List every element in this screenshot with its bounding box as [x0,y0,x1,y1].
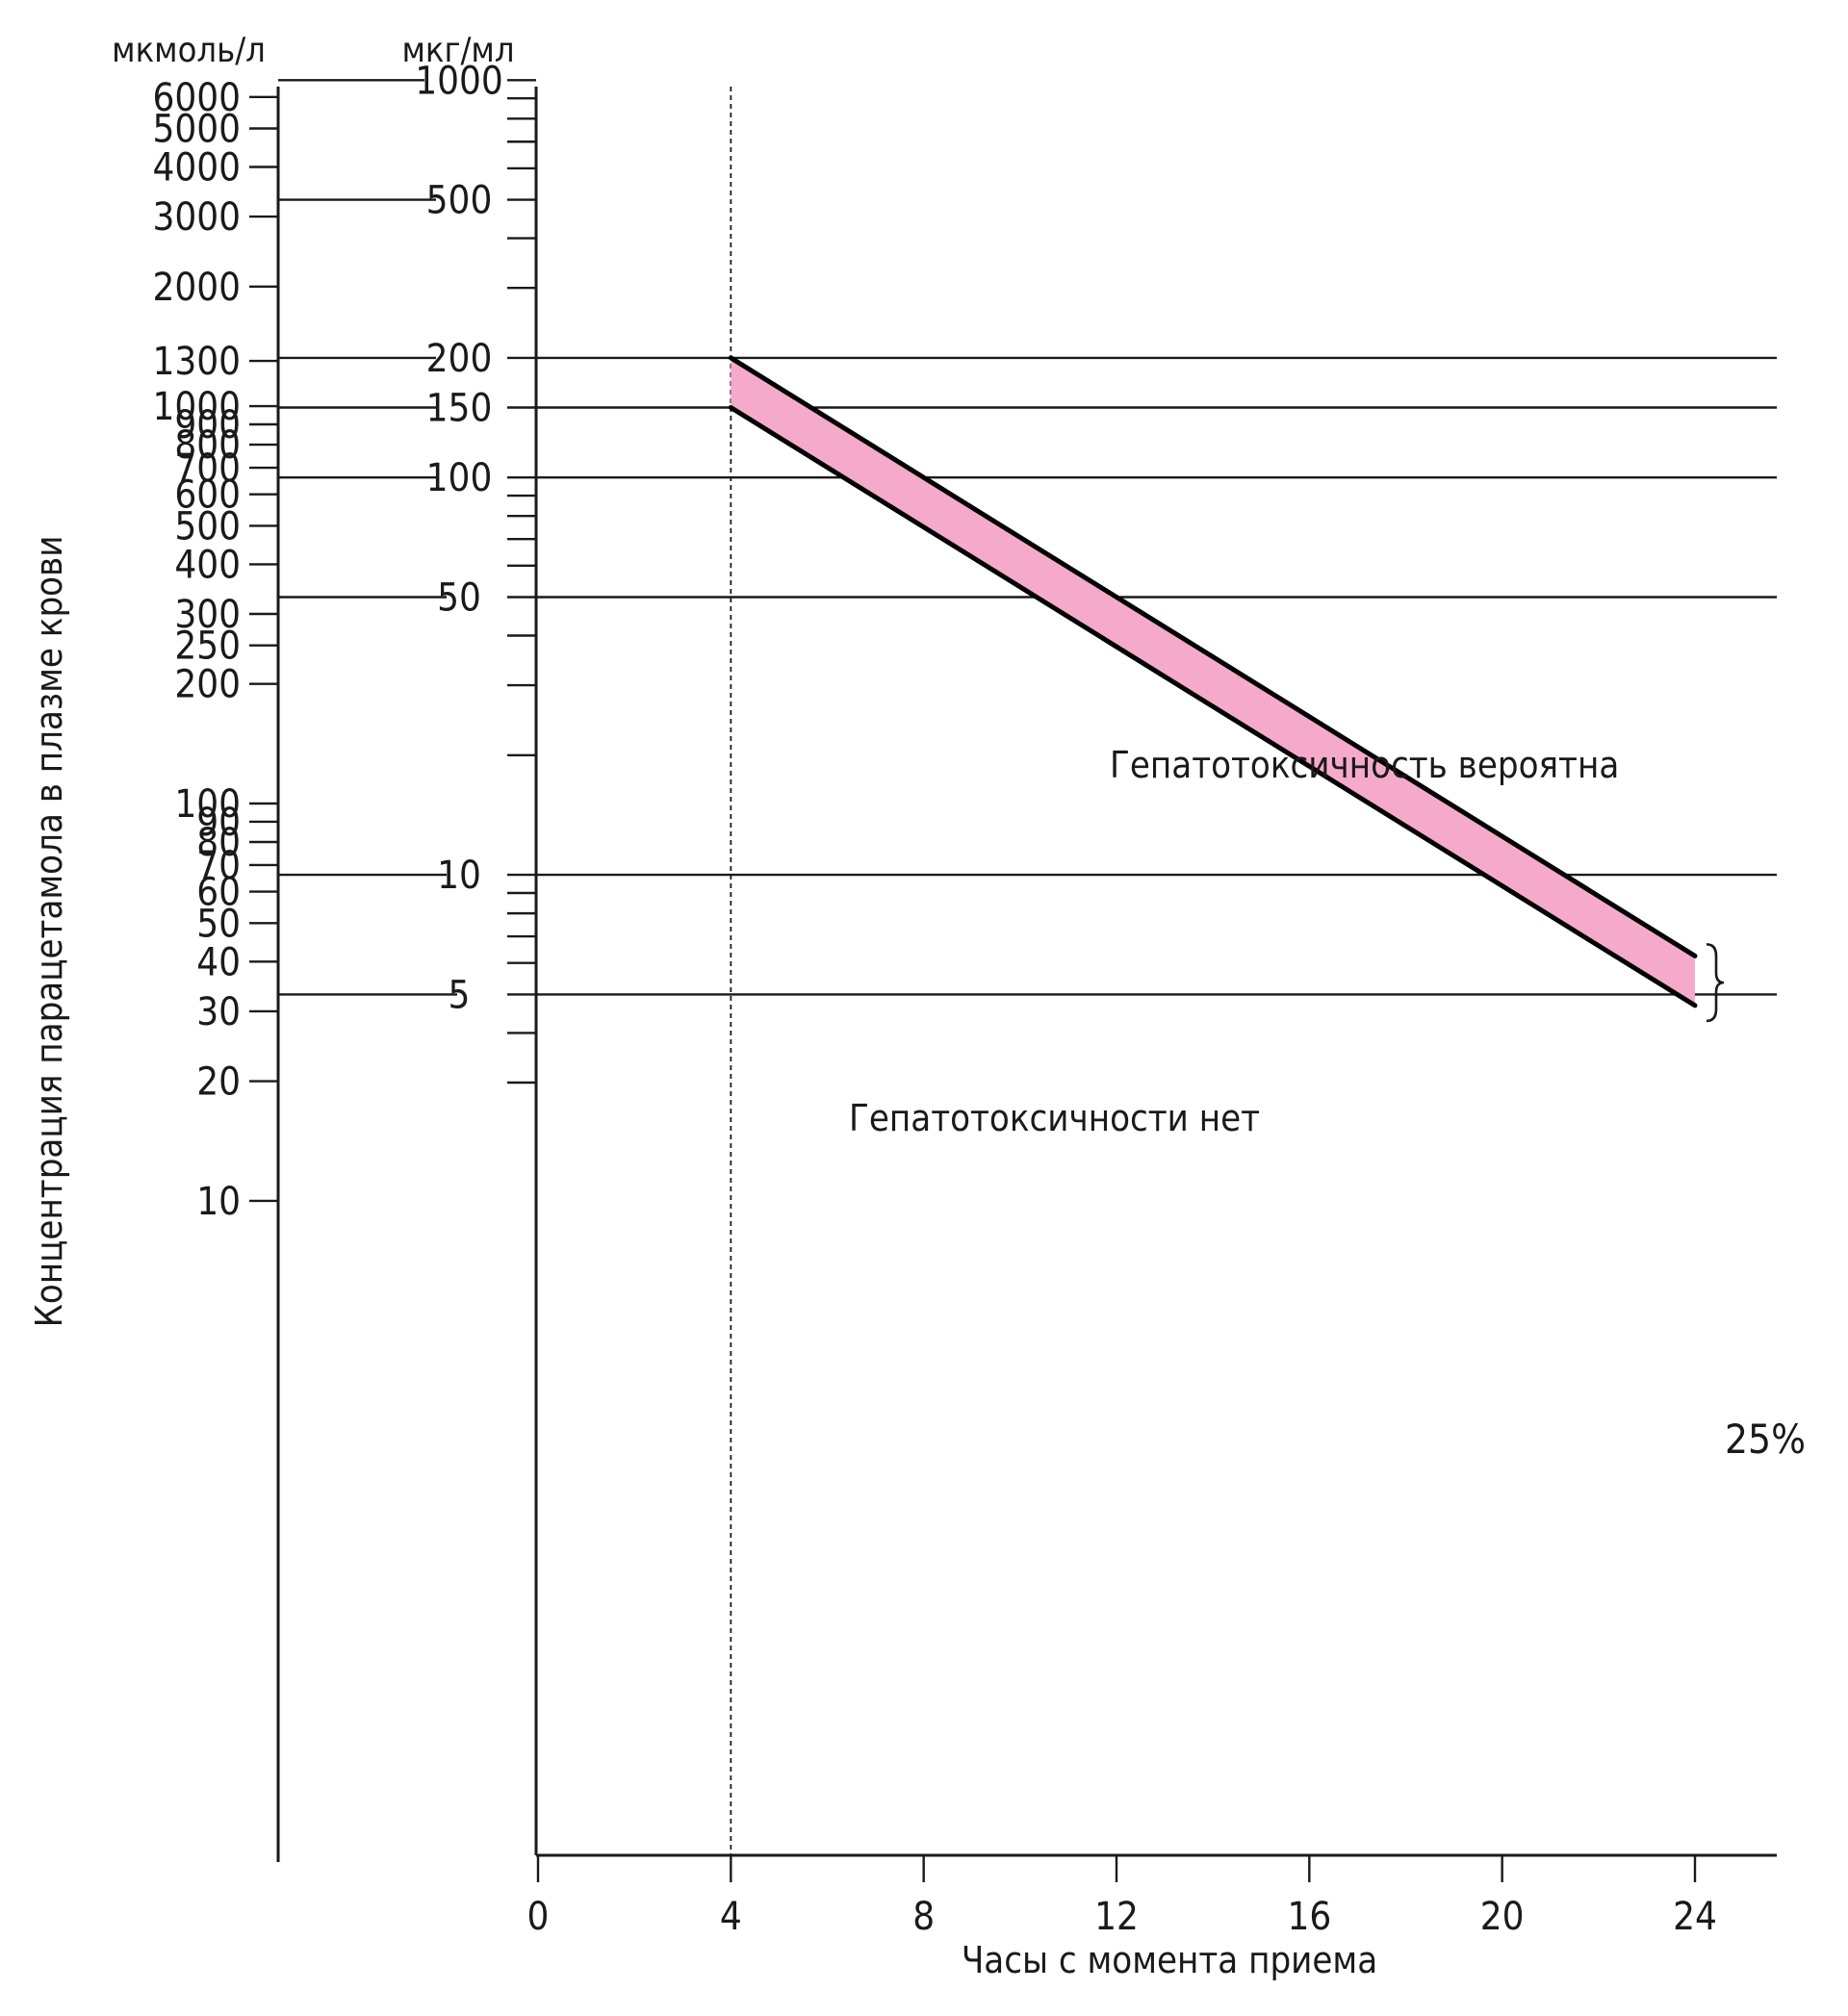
x-tick-label-8: 8 [912,1895,935,1939]
y-axis-title: Концентрация парацетамола в плазме крови [28,536,70,1328]
left-tick-label-3000: 3000 [152,195,241,240]
left-tick-label-800: 800 [174,423,241,468]
right-tick-label-150: 150 [426,386,493,430]
x-tick-label-12: 12 [1094,1895,1139,1939]
x-tick-label-0: 0 [527,1895,550,1939]
label-no-hepatotoxicity: Гепатотоксичности нет [849,1097,1260,1139]
left-tick-label-300: 300 [174,593,241,637]
left-tick-label-600: 600 [174,473,241,518]
left-tick-label-40: 40 [196,940,241,984]
left-tick-label-6000: 6000 [152,76,241,120]
right-tick-label-100: 100 [426,456,493,500]
left-tick-label-900: 900 [174,403,241,447]
left-tick-label-2000: 2000 [152,266,241,310]
left-tick-label-200: 200 [174,663,241,707]
right-tick-label-50: 50 [437,575,481,620]
left-tick-label-400: 400 [174,543,241,587]
left-tick-label-30: 30 [196,990,241,1034]
left-tick-label-700: 700 [174,447,241,491]
left-tick-label-20: 20 [196,1060,241,1105]
left-tick-label-4000: 4000 [152,146,241,191]
right-axis-unit: мкг/мл [401,31,514,70]
left-tick-label-80: 80 [196,821,241,865]
left-tick-label-500: 500 [174,504,241,549]
left-tick-label-90: 90 [196,801,241,845]
label-hepatotoxicity-likely: Гепатотоксичность вероятна [1110,744,1619,786]
left-tick-label-100: 100 [174,782,241,827]
left-axis-unit: мкмоль/л [112,31,266,70]
right-tick-label-500: 500 [426,179,493,223]
left-tick-label-1300: 1300 [152,340,241,384]
x-tick-label-20: 20 [1480,1895,1525,1939]
left-tick-label-250: 250 [174,625,241,669]
tick-labels: 6000500040003000200013001000900800700600… [152,59,1716,1939]
band-brace [1706,943,1725,1023]
upper-treatment-line [728,355,1698,958]
lower-treatment-line [728,404,1698,1008]
x-tick-label-24: 24 [1673,1895,1717,1939]
left-tick-label-50: 50 [196,902,241,946]
x-tick-label-4: 4 [720,1895,742,1939]
right-tick-label-1000: 1000 [415,59,503,103]
x-axis-title: Часы с момента приема [962,1939,1377,1981]
right-tick-label-200: 200 [426,337,493,381]
left-tick-label-60: 60 [196,871,241,915]
left-tick-label-1000: 1000 [152,385,241,429]
left-tick-label-10: 10 [196,1180,241,1224]
band-fill [731,357,1695,1006]
left-tick-label-5000: 5000 [152,107,241,151]
tick-marks [249,79,1697,1882]
axes [276,87,1777,1862]
right-tick-label-10: 10 [437,854,481,898]
hepatotoxicity-band [728,355,1725,1023]
reference-lines [278,79,1777,1855]
left-tick-label-70: 70 [196,844,241,888]
x-tick-label-16: 16 [1287,1895,1331,1939]
band-width-label: 25% [1725,1416,1806,1463]
right-tick-label-5: 5 [449,973,471,1017]
